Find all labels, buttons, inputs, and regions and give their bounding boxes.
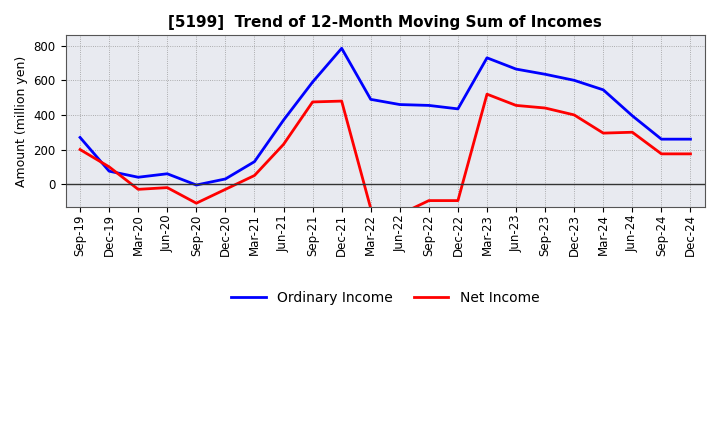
- Line: Ordinary Income: Ordinary Income: [80, 48, 690, 185]
- Ordinary Income: [512, 66, 521, 72]
- Net Income: [512, 103, 521, 108]
- Ordinary Income: [221, 176, 230, 182]
- Ordinary Income: [541, 72, 549, 77]
- Net Income: [338, 99, 346, 104]
- Title: [5199]  Trend of 12-Month Moving Sum of Incomes: [5199] Trend of 12-Month Moving Sum of I…: [168, 15, 602, 30]
- Net Income: [76, 147, 84, 152]
- Ordinary Income: [250, 159, 258, 164]
- Ordinary Income: [76, 135, 84, 140]
- Ordinary Income: [599, 87, 608, 92]
- Ordinary Income: [366, 97, 375, 102]
- Net Income: [250, 173, 258, 178]
- Ordinary Income: [454, 106, 462, 111]
- Legend: Ordinary Income, Net Income: Ordinary Income, Net Income: [226, 286, 545, 311]
- Ordinary Income: [134, 175, 143, 180]
- Y-axis label: Amount (million yen): Amount (million yen): [15, 55, 28, 187]
- Ordinary Income: [657, 136, 666, 142]
- Ordinary Income: [105, 169, 114, 174]
- Net Income: [163, 185, 171, 190]
- Net Income: [482, 92, 491, 97]
- Net Income: [454, 198, 462, 203]
- Ordinary Income: [482, 55, 491, 60]
- Net Income: [279, 142, 288, 147]
- Net Income: [221, 187, 230, 192]
- Net Income: [395, 212, 404, 217]
- Ordinary Income: [570, 78, 578, 83]
- Net Income: [628, 130, 636, 135]
- Net Income: [599, 131, 608, 136]
- Ordinary Income: [395, 102, 404, 107]
- Net Income: [134, 187, 143, 192]
- Ordinary Income: [425, 103, 433, 108]
- Net Income: [541, 105, 549, 110]
- Ordinary Income: [308, 79, 317, 84]
- Net Income: [657, 151, 666, 157]
- Net Income: [192, 201, 201, 206]
- Net Income: [686, 151, 695, 157]
- Ordinary Income: [628, 113, 636, 118]
- Ordinary Income: [338, 46, 346, 51]
- Ordinary Income: [192, 182, 201, 187]
- Ordinary Income: [279, 117, 288, 123]
- Net Income: [366, 206, 375, 211]
- Net Income: [308, 99, 317, 105]
- Ordinary Income: [163, 171, 171, 176]
- Net Income: [570, 112, 578, 117]
- Ordinary Income: [686, 136, 695, 142]
- Net Income: [105, 164, 114, 169]
- Net Income: [425, 198, 433, 203]
- Line: Net Income: Net Income: [80, 94, 690, 214]
